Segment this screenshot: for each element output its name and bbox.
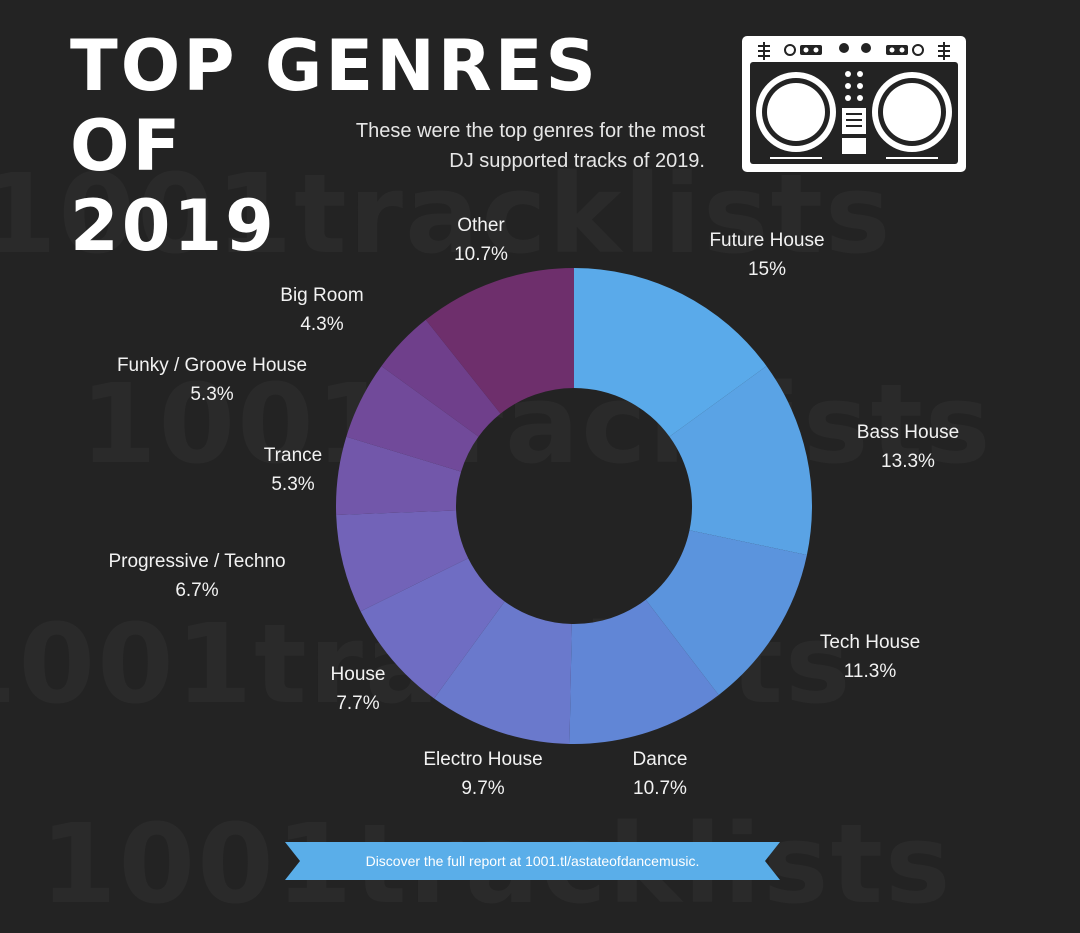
- slice-label-name: Dance: [632, 749, 688, 770]
- slice-progressive-techno: [336, 510, 469, 612]
- footer-text: Discover the full report at 1001.tl/asta…: [365, 853, 700, 869]
- slice-label: Electro House 9.7%: [423, 745, 542, 803]
- slice-label-value: 10.7%: [633, 778, 687, 799]
- slice-label-value: 5.3%: [190, 384, 234, 405]
- slice-label-name: Progressive / Techno: [108, 551, 286, 572]
- slice-label-value: 11.3%: [843, 661, 897, 682]
- slice-electro-house: [434, 601, 572, 744]
- slice-house: [360, 558, 505, 699]
- slice-label: Other 10.7%: [454, 211, 508, 269]
- slice-label-value: 15%: [747, 259, 787, 280]
- slice-label: Dance 10.7%: [633, 745, 688, 803]
- slice-label-name: Bass House: [856, 422, 960, 443]
- banner-ribbon-shape: [285, 842, 780, 880]
- slice-label-name: Future House: [709, 230, 825, 251]
- slice-dance: [569, 599, 719, 744]
- subtitle-line-2: DJ supported tracks of 2019.: [449, 150, 705, 172]
- slice-label: Big Room 4.3%: [280, 281, 363, 339]
- slice-trance: [335, 436, 462, 515]
- title-line-1: TOP GENRES OF: [70, 25, 599, 187]
- slice-label-name: Tech House: [819, 632, 921, 653]
- slice-label-value: 4.3%: [300, 314, 344, 335]
- slice-funky-groove-house: [346, 366, 479, 472]
- footer-banner: Discover the full report at 1001.tl/asta…: [285, 842, 780, 880]
- slice-label-name: Big Room: [280, 285, 364, 306]
- slice-label-value: 7.7%: [336, 693, 380, 714]
- slice-label: Progressive / Techno 6.7%: [108, 547, 285, 605]
- slice-label-value: 9.7%: [461, 778, 505, 799]
- page-title: TOP GENRES OF 2019: [70, 26, 710, 266]
- slice-label-value: 10.7%: [454, 244, 508, 265]
- subtitle: These were the top genres for the most D…: [295, 116, 705, 176]
- slice-label-value: 13.3%: [881, 451, 935, 472]
- slice-tech-house: [645, 530, 807, 695]
- slice-label-value: 6.7%: [175, 580, 219, 601]
- slice-label-name: House: [330, 664, 386, 685]
- slice-other: [425, 268, 574, 414]
- slice-big-room: [381, 319, 501, 437]
- slice-label-name: Other: [457, 215, 505, 236]
- slice-label-name: Trance: [263, 445, 323, 466]
- slice-future-house: [574, 268, 767, 437]
- slice-label: Funky / Groove House 5.3%: [117, 351, 307, 409]
- slice-label: House 7.7%: [331, 660, 386, 718]
- slice-label-name: Funky / Groove House: [116, 355, 308, 376]
- slice-label: Bass House 13.3%: [857, 418, 959, 476]
- slice-label: Future House 15%: [709, 226, 824, 284]
- slice-label-name: Electro House: [423, 749, 543, 770]
- slice-label: Tech House 11.3%: [820, 628, 920, 686]
- dj-controller-icon: [742, 36, 966, 172]
- slice-label-value: 5.3%: [271, 474, 315, 495]
- title-line-2: 2019: [70, 185, 277, 267]
- subtitle-line-1: These were the top genres for the most: [355, 120, 705, 142]
- slice-bass-house: [669, 366, 812, 555]
- slice-label: Trance 5.3%: [264, 441, 322, 499]
